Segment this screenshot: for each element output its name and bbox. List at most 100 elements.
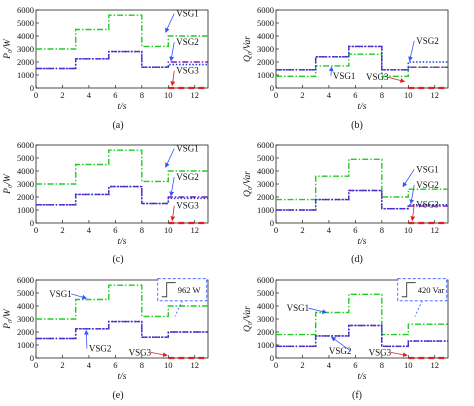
y-tick-label: 5000 bbox=[257, 288, 274, 298]
x-tick-label: 4 bbox=[87, 225, 92, 235]
x-tick-label: 10 bbox=[164, 90, 173, 100]
x-axis-label: t/s bbox=[118, 372, 127, 382]
x-tick-label: 6 bbox=[113, 225, 117, 235]
y-tick-label: 3000 bbox=[17, 44, 34, 54]
x-tick-label: 2 bbox=[300, 90, 304, 100]
x-tick-label: 10 bbox=[164, 360, 173, 370]
y-tick-label: 2000 bbox=[257, 192, 274, 202]
x-tick-label: 0 bbox=[34, 360, 38, 370]
y-tick-label: 2000 bbox=[17, 327, 34, 337]
y-tick-label: 6000 bbox=[257, 275, 274, 285]
series-label-arrow bbox=[328, 66, 334, 76]
y-tick-label: 1000 bbox=[17, 340, 34, 350]
y-tick-label: 4000 bbox=[17, 301, 34, 311]
x-tick-label: 4 bbox=[327, 90, 332, 100]
x-tick-label: 4 bbox=[327, 360, 332, 370]
y-tick-label: 0 bbox=[270, 218, 274, 228]
series-label-vsg2: VSG2 bbox=[89, 344, 112, 354]
y-tick-label: 6000 bbox=[17, 140, 34, 150]
series-label-vsg1: VSG1 bbox=[333, 71, 356, 81]
series-label-arrow bbox=[165, 148, 175, 168]
series-label-arrow bbox=[410, 204, 416, 222]
x-tick-label: 8 bbox=[380, 225, 384, 235]
x-tick-label: 2 bbox=[60, 225, 64, 235]
y-tick-label: 5000 bbox=[257, 18, 274, 28]
x-tick-label: 10 bbox=[404, 360, 413, 370]
inset-step-glyph bbox=[401, 282, 416, 298]
y-tick-label: 4000 bbox=[257, 166, 274, 176]
inset-zoom-connector bbox=[174, 300, 183, 317]
series-label-arrow bbox=[387, 76, 406, 83]
x-axis-label: t/s bbox=[358, 237, 367, 247]
series-line-vsg2 bbox=[36, 320, 208, 340]
inset-annotation-text: 420 Var bbox=[418, 285, 445, 295]
y-tick-label: 5000 bbox=[17, 18, 34, 28]
series-line-vsg3 bbox=[276, 189, 448, 211]
y-axis-label: P₀/W bbox=[3, 173, 13, 195]
series-label-vsg2: VSG2 bbox=[176, 37, 199, 47]
series-label-vsg3: VSG3 bbox=[366, 72, 389, 82]
series-line-vsg1 bbox=[36, 14, 208, 50]
series-label-arrow bbox=[170, 205, 176, 222]
series-label-vsg1: VSG1 bbox=[287, 303, 310, 313]
x-tick-label: 8 bbox=[140, 225, 144, 235]
series-label-vsg2: VSG2 bbox=[416, 180, 439, 190]
y-tick-label: 2000 bbox=[257, 57, 274, 67]
series-label-vsg3: VSG3 bbox=[369, 347, 392, 357]
series-label-vsg2: VSG2 bbox=[329, 346, 352, 356]
y-tick-label: 5000 bbox=[17, 288, 34, 298]
x-tick-label: 10 bbox=[404, 90, 413, 100]
y-tick-label: 0 bbox=[30, 353, 34, 363]
y-tick-label: 0 bbox=[270, 353, 274, 363]
series-line-vsg2 bbox=[36, 185, 208, 206]
x-tick-label: 12 bbox=[191, 225, 200, 235]
x-tick-label: 10 bbox=[404, 225, 413, 235]
y-tick-label: 6000 bbox=[257, 5, 274, 15]
y-tick-label: 2000 bbox=[17, 57, 34, 67]
y-tick-label: 4000 bbox=[17, 31, 34, 41]
y-tick-label: 4000 bbox=[17, 166, 34, 176]
x-tick-label: 0 bbox=[34, 225, 38, 235]
y-tick-label: 3000 bbox=[17, 314, 34, 324]
series-label-arrow bbox=[71, 293, 88, 300]
x-tick-label: 0 bbox=[274, 225, 278, 235]
series-line-vsg3 bbox=[36, 320, 208, 340]
series-line-vsg1 bbox=[36, 284, 208, 320]
series-label-vsg3: VSG3 bbox=[416, 199, 439, 209]
series-label-vsg1: VSG1 bbox=[176, 144, 199, 154]
x-tick-label: 0 bbox=[34, 90, 38, 100]
x-tick-label: 0 bbox=[274, 90, 278, 100]
series-label-vsg2: VSG2 bbox=[176, 172, 199, 182]
caption-e: (e) bbox=[112, 390, 123, 401]
x-tick-label: 12 bbox=[191, 360, 200, 370]
x-axis-label: t/s bbox=[358, 372, 367, 382]
y-tick-label: 4000 bbox=[257, 31, 274, 41]
x-tick-label: 6 bbox=[113, 360, 117, 370]
series-line-vsg3 bbox=[276, 45, 448, 71]
y-axis-label: Q₀/Var bbox=[243, 36, 253, 62]
y-tick-label: 1000 bbox=[257, 205, 274, 215]
series-line-vsg2 bbox=[276, 45, 448, 71]
series-line-vsg3 bbox=[276, 324, 448, 348]
series-line-vsg1 bbox=[276, 293, 448, 336]
y-tick-label: 5000 bbox=[17, 153, 34, 163]
y-tick-label: 3000 bbox=[257, 179, 274, 189]
x-axis-label: t/s bbox=[358, 102, 367, 112]
series-line-vsg1 bbox=[276, 158, 448, 201]
x-tick-label: 4 bbox=[87, 90, 92, 100]
x-tick-label: 12 bbox=[431, 360, 440, 370]
x-tick-label: 4 bbox=[87, 360, 92, 370]
x-tick-label: 6 bbox=[113, 90, 117, 100]
inset-zoom-connector bbox=[414, 300, 423, 317]
series-label-arrow bbox=[409, 184, 415, 205]
y-tick-label: 1000 bbox=[257, 340, 274, 350]
x-tick-label: 2 bbox=[60, 360, 64, 370]
y-tick-label: 3000 bbox=[257, 44, 274, 54]
x-tick-label: 8 bbox=[380, 360, 384, 370]
y-tick-label: 2000 bbox=[257, 327, 274, 337]
